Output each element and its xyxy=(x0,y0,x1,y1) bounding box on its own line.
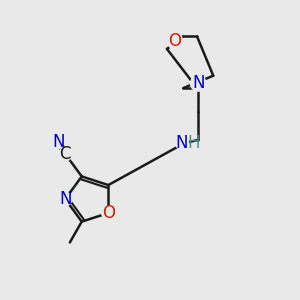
Text: O: O xyxy=(169,32,182,50)
Text: N: N xyxy=(176,134,188,152)
Circle shape xyxy=(52,135,65,148)
Circle shape xyxy=(102,206,115,220)
Circle shape xyxy=(167,34,183,49)
Text: N: N xyxy=(192,74,205,92)
Text: C: C xyxy=(60,145,71,163)
Text: O: O xyxy=(102,204,115,222)
Circle shape xyxy=(59,148,72,161)
Circle shape xyxy=(59,193,72,206)
Circle shape xyxy=(190,76,206,91)
Text: N: N xyxy=(59,190,71,208)
Circle shape xyxy=(176,136,188,149)
Text: H: H xyxy=(187,134,200,152)
Text: N: N xyxy=(52,133,65,151)
